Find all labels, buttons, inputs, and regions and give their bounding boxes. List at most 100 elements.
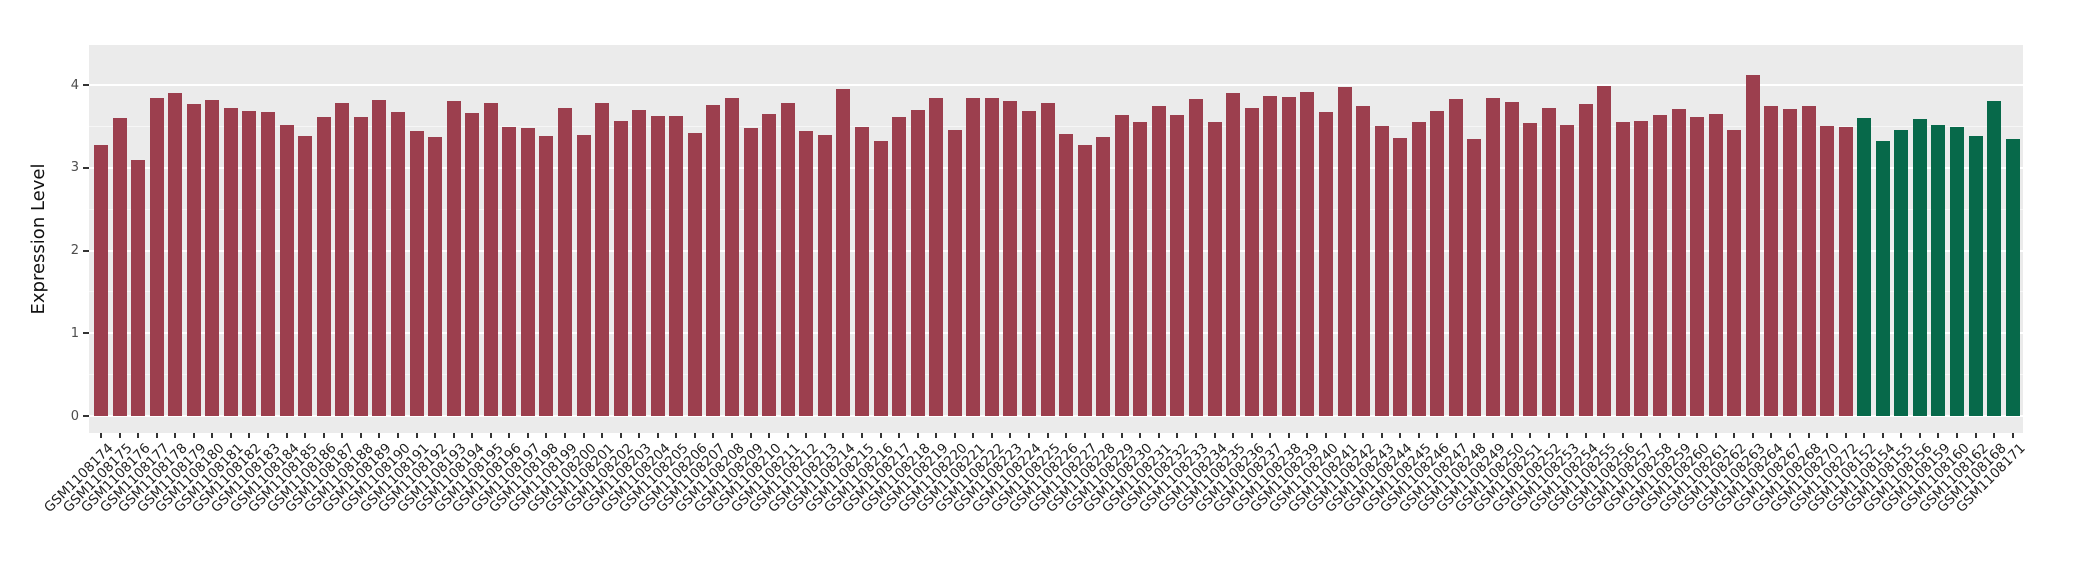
bar-GSM1108183 — [261, 111, 276, 416]
x-tick-mark — [749, 433, 752, 438]
x-tick-mark — [452, 433, 455, 438]
x-tick-mark — [1640, 433, 1643, 438]
bar-GSM1108268 — [1801, 105, 1816, 416]
bar-GSM1108213 — [817, 134, 832, 416]
x-tick-mark — [1659, 433, 1662, 438]
bar-GSM1108239 — [1300, 91, 1315, 416]
bar-GSM1108185 — [298, 136, 313, 416]
x-tick-mark — [100, 433, 102, 438]
x-tick-mark — [1213, 433, 1216, 438]
bar-GSM1108255 — [1597, 86, 1612, 416]
minor-gridline — [89, 126, 2023, 128]
bar-GSM1108256 — [1615, 122, 1630, 416]
bar-GSM1108194 — [465, 113, 480, 416]
bar-GSM1108205 — [669, 115, 684, 416]
bar-GSM1108196 — [502, 126, 517, 416]
bar-GSM1108207 — [706, 105, 721, 416]
bar-GSM1108160 — [1950, 127, 1964, 416]
x-tick-mark — [155, 433, 158, 438]
x-tick-mark — [1807, 433, 1810, 438]
bar-GSM1108232 — [1170, 114, 1185, 416]
bar-GSM1108264 — [1764, 105, 1779, 416]
x-tick-mark — [693, 433, 696, 438]
bar-GSM1108204 — [650, 115, 665, 416]
bar-GSM1108261 — [1708, 114, 1723, 416]
bar-GSM1108236 — [1244, 107, 1259, 416]
x-tick-mark — [1046, 433, 1049, 438]
bar-GSM1108197 — [520, 128, 535, 416]
x-tick-mark — [248, 433, 251, 438]
x-tick-mark — [1269, 433, 1272, 438]
plot-panel — [89, 45, 2023, 433]
bar-GSM1108250 — [1504, 101, 1519, 416]
bar-GSM1108223 — [1003, 100, 1018, 416]
bar-GSM1108222 — [984, 97, 999, 416]
major-gridline — [89, 332, 2023, 335]
x-tick-mark — [1956, 433, 1958, 438]
x-tick-mark — [1250, 433, 1253, 438]
bar-GSM1108247 — [1448, 99, 1463, 416]
bar-GSM1108238 — [1281, 96, 1296, 416]
bar-GSM1108229 — [1114, 114, 1129, 416]
bar-GSM1108257 — [1634, 120, 1649, 416]
bar-GSM1108177 — [149, 97, 164, 416]
bar-GSM1108189 — [372, 100, 387, 416]
x-tick-mark — [1733, 433, 1736, 438]
x-tick-mark — [842, 433, 845, 438]
y-tick-label: 2 — [70, 243, 79, 259]
x-tick-mark — [916, 433, 919, 438]
bar-GSM1108263 — [1745, 75, 1760, 416]
bar-GSM1108214 — [836, 89, 851, 416]
y-axis-title: Expression Level — [28, 163, 49, 315]
bar-GSM1108176 — [131, 159, 146, 416]
x-tick-mark — [1993, 433, 1996, 438]
bar-GSM1108251 — [1523, 123, 1538, 416]
x-tick-mark — [1547, 433, 1550, 438]
bar-GSM1108154 — [1875, 141, 1890, 416]
bar-GSM1108244 — [1393, 138, 1408, 416]
bar-GSM1108252 — [1541, 108, 1556, 416]
x-tick-mark — [1863, 433, 1866, 438]
x-tick-mark — [1677, 433, 1680, 438]
x-tick-mark — [1324, 433, 1327, 438]
bar-GSM1108217 — [892, 117, 907, 416]
x-tick-mark — [860, 433, 863, 438]
x-tick-mark — [174, 433, 177, 438]
bar-GSM1108193 — [446, 100, 461, 416]
bar-GSM1108199 — [558, 107, 572, 416]
x-tick-mark — [1343, 433, 1346, 438]
x-tick-mark — [1157, 433, 1160, 438]
x-tick-mark — [656, 433, 659, 438]
x-tick-mark — [1974, 433, 1977, 438]
bar-GSM1108152 — [1857, 118, 1872, 416]
x-tick-mark — [1473, 433, 1476, 438]
bar-GSM1108212 — [799, 130, 814, 416]
x-tick-mark — [415, 433, 418, 438]
bar-GSM1108198 — [539, 135, 554, 416]
bar-GSM1108267 — [1782, 109, 1797, 416]
x-tick-mark — [545, 433, 548, 438]
bar-GSM1108159 — [1931, 124, 1946, 416]
x-tick-mark — [786, 433, 789, 438]
x-tick-mark — [211, 433, 214, 438]
bar-GSM1108156 — [1912, 119, 1927, 416]
x-tick-mark — [1918, 433, 1921, 438]
x-tick-mark — [1603, 433, 1606, 438]
bar-GSM1108191 — [409, 130, 424, 416]
x-tick-mark — [1529, 433, 1532, 438]
bar-GSM1108253 — [1560, 124, 1575, 416]
x-tick-mark — [1417, 433, 1420, 438]
bar-GSM1108262 — [1727, 129, 1742, 416]
bar-GSM1108211 — [780, 102, 795, 416]
x-tick-mark — [1751, 433, 1754, 438]
bar-GSM1108248 — [1467, 138, 1482, 416]
x-tick-mark — [731, 433, 734, 438]
x-tick-mark — [118, 433, 121, 438]
x-tick-mark — [1306, 433, 1309, 438]
minor-gridline — [89, 208, 2023, 210]
x-tick-mark — [1065, 433, 1068, 438]
major-gridline — [89, 166, 2023, 169]
bar-GSM1108241 — [1337, 86, 1352, 416]
bar-GSM1108221 — [966, 97, 981, 416]
